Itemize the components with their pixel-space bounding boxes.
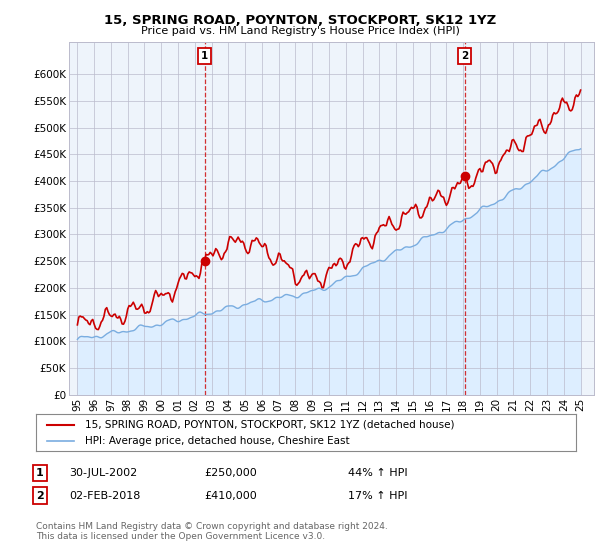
Text: 15, SPRING ROAD, POYNTON, STOCKPORT, SK12 1YZ (detached house): 15, SPRING ROAD, POYNTON, STOCKPORT, SK1… — [85, 419, 454, 430]
Text: Price paid vs. HM Land Registry's House Price Index (HPI): Price paid vs. HM Land Registry's House … — [140, 26, 460, 36]
Text: 2: 2 — [36, 491, 44, 501]
Text: £410,000: £410,000 — [204, 491, 257, 501]
Text: 1: 1 — [36, 468, 44, 478]
Text: 44% ↑ HPI: 44% ↑ HPI — [348, 468, 407, 478]
Text: Contains HM Land Registry data © Crown copyright and database right 2024.
This d: Contains HM Land Registry data © Crown c… — [36, 522, 388, 542]
Text: HPI: Average price, detached house, Cheshire East: HPI: Average price, detached house, Ches… — [85, 436, 349, 446]
Text: 30-JUL-2002: 30-JUL-2002 — [69, 468, 137, 478]
Text: 02-FEB-2018: 02-FEB-2018 — [69, 491, 140, 501]
Text: 17% ↑ HPI: 17% ↑ HPI — [348, 491, 407, 501]
Text: 2: 2 — [461, 51, 468, 61]
Text: £250,000: £250,000 — [204, 468, 257, 478]
Text: 1: 1 — [201, 51, 208, 61]
Text: 15, SPRING ROAD, POYNTON, STOCKPORT, SK12 1YZ: 15, SPRING ROAD, POYNTON, STOCKPORT, SK1… — [104, 14, 496, 27]
